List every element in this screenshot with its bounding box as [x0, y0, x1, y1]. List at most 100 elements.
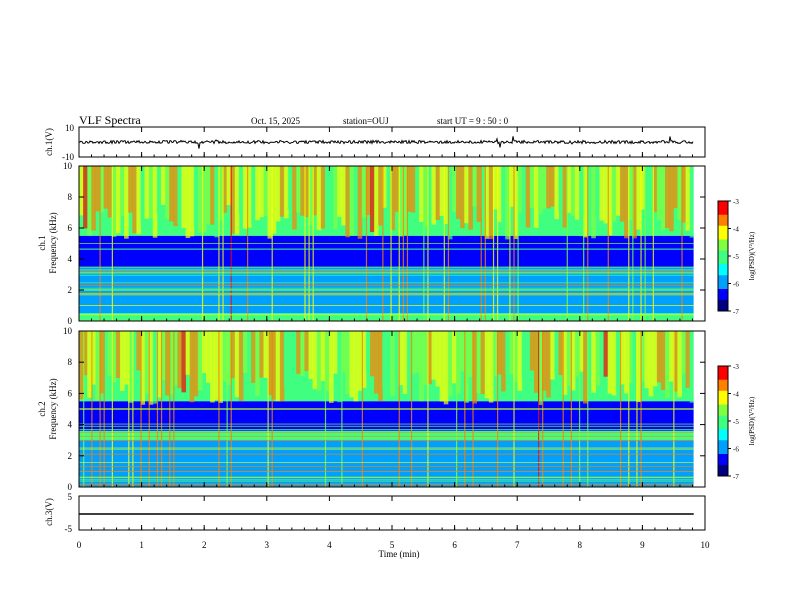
spectrogram-noise-column: [177, 331, 182, 389]
spectrogram-noise-column: [283, 166, 289, 219]
ch3-waveform-panel: 5 -5 ch.3(V): [44, 492, 706, 534]
ch1-colorbar: -3 -4 -5 -6 -7 log(PSD)(V²/Hz): [717, 198, 756, 316]
frequency-tick-label: 0: [68, 482, 73, 492]
spectrogram-noise-column: [201, 331, 207, 374]
spectrogram-noise-column: [173, 166, 178, 227]
spectrogram-noise-column: [554, 331, 559, 391]
spectrogram-noise-column: [275, 331, 281, 402]
spectrogram-noise-column: [345, 166, 350, 238]
spectrogram-noise-column: [505, 331, 510, 375]
spectrogram-noise-column: [357, 166, 363, 239]
spectrogram-spike: [361, 331, 363, 487]
spectrogram-noise-column: [152, 166, 158, 238]
spectrogram-noise-column: [537, 331, 543, 405]
spectrogram-noise-column: [279, 331, 285, 402]
spectrogram-noise-column: [398, 331, 404, 386]
spectrogram-noise-column: [427, 331, 432, 385]
spectrogram-noise-column: [607, 331, 613, 394]
colorbar-segment: [718, 407, 728, 411]
spectrogram-noise-column: [615, 166, 621, 216]
colorbar-label: log(PSD)(V²/Hz): [748, 231, 756, 280]
colorbar-tick-label: -4: [733, 226, 739, 234]
spectrogram-noise-column: [570, 331, 576, 391]
colorbar-segment: [718, 236, 728, 240]
colorbar-segment: [718, 379, 728, 383]
spectrogram-noise-column: [353, 166, 359, 219]
spectrogram-noise-column: [443, 166, 449, 225]
spectrogram-noise-column: [476, 166, 482, 222]
colorbar-segment: [718, 388, 728, 392]
spectrogram-noise-column: [394, 166, 400, 212]
spectrogram-noise-column: [509, 331, 514, 375]
ch1-waveform-panel: 10 -10 ch.1(V): [44, 123, 706, 162]
spectrogram-noise-column: [107, 331, 113, 376]
spectrogram-noise-column: [517, 331, 523, 391]
frequency-tick-label: 4: [68, 254, 73, 264]
spectrogram-noise-column: [95, 331, 100, 401]
spectrogram-noise-column: [656, 166, 662, 220]
spectrogram-noise-column: [533, 166, 539, 228]
spectrogram-band: [79, 430, 694, 441]
spectrogram-noise-column: [386, 331, 391, 374]
spectrogram-noise-column: [636, 331, 641, 403]
spectrogram-noise-column: [357, 331, 363, 391]
spectrogram-spike: [542, 331, 544, 487]
colorbar-tick-label: -7: [733, 308, 739, 316]
spectrogram-noise-column: [124, 331, 129, 385]
spectrogram-noise-column: [128, 331, 133, 403]
colorbar-segment: [718, 418, 728, 422]
spectrogram-noise-column: [423, 166, 428, 227]
spectrogram-noise-column: [566, 166, 572, 213]
ch1-spectrogram-image: [79, 166, 705, 321]
spectrogram-spike: [91, 331, 93, 487]
colorbar-segment: [718, 245, 728, 249]
colorbar-segment: [718, 239, 728, 243]
colorbar-segment: [718, 462, 728, 466]
spectrogram-noise-column: [456, 331, 461, 394]
spectrogram-noise-column: [472, 331, 478, 404]
spectrogram-noise-column: [247, 331, 252, 398]
spectrogram-noise-column: [197, 166, 203, 233]
colorbar-segment: [718, 399, 728, 403]
spectrogram-noise-column: [251, 166, 256, 225]
colorbar-segment: [718, 253, 728, 257]
spectrogram-spike: [111, 331, 113, 487]
spectrogram-noise-column: [488, 166, 494, 240]
spectrogram-noise-column: [615, 331, 621, 393]
station-label: station=OUJ: [343, 116, 389, 126]
spectrogram-noise-column: [480, 166, 486, 209]
spectrogram-noise-column: [369, 331, 375, 377]
colorbar-segment: [718, 261, 728, 265]
spectrogram-spike: [410, 331, 413, 487]
spectrogram-noise-column: [242, 331, 248, 373]
spectrogram-noise-column: [169, 166, 174, 222]
spectrogram-noise-column: [378, 166, 383, 226]
spectrogram-noise-column: [660, 166, 666, 230]
colorbar-segment: [718, 440, 728, 444]
colorbar-segment: [718, 470, 728, 474]
spectrogram-noise-column: [648, 331, 654, 397]
spectrogram-noise-column: [419, 331, 424, 402]
spectrogram-noise-column: [136, 166, 141, 235]
colorbar-segment: [718, 223, 728, 227]
colorbar-segment: [718, 209, 728, 213]
spectrogram-noise-column: [201, 166, 207, 233]
spectrogram-noise-column: [312, 331, 318, 390]
frequency-tick-label: 6: [68, 388, 73, 398]
spectrogram-noise-column: [632, 166, 637, 239]
spectrogram-noise-column: [333, 331, 338, 374]
spectrogram-noise-column: [365, 331, 371, 372]
spectrogram-noise-column: [189, 166, 195, 237]
spectrogram-noise-column: [505, 166, 510, 240]
colorbar-segment: [718, 366, 728, 370]
ch3-axis-label: ch.3(V): [44, 498, 54, 526]
spectrogram-noise-column: [107, 166, 113, 218]
spectrogram-noise-column: [406, 331, 412, 396]
colorbar-tick-label: -7: [733, 473, 739, 481]
spectrogram-spike: [427, 331, 429, 487]
colorbar-segment: [718, 234, 728, 238]
spectrogram-noise-column: [87, 166, 92, 236]
spectrogram-noise-column: [83, 331, 88, 376]
time-tick-label: 0: [77, 540, 82, 550]
spectrogram-noise-column: [558, 166, 564, 212]
